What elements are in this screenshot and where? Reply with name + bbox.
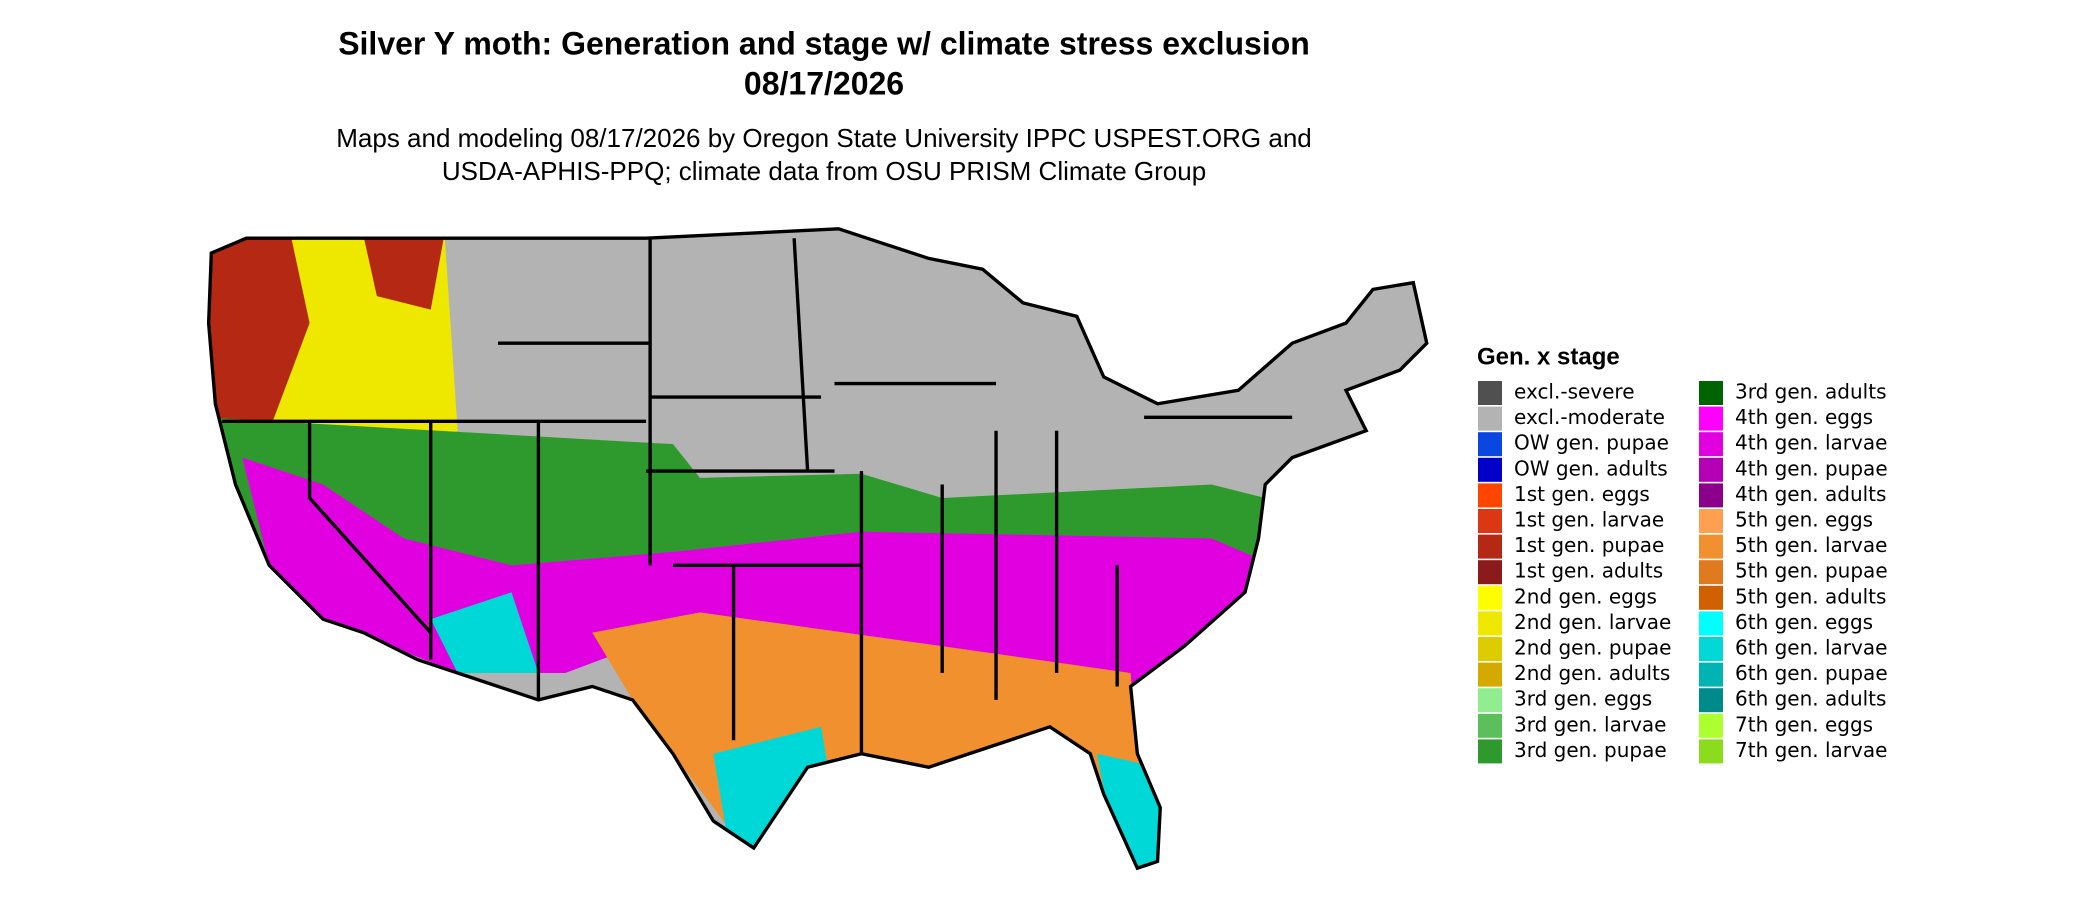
legend-swatch bbox=[1478, 509, 1502, 533]
legend-swatch bbox=[1478, 483, 1502, 508]
legend-swatch bbox=[1699, 637, 1723, 661]
legend-label: 5th gen. adults bbox=[1735, 584, 1886, 608]
legend-swatch bbox=[1699, 509, 1723, 533]
legend-swatch bbox=[1478, 457, 1502, 482]
legend-swatch bbox=[1699, 739, 1723, 764]
legend-label: 6th gen. larvae bbox=[1735, 636, 1887, 660]
legend-swatch bbox=[1699, 432, 1723, 457]
legend-label: 1st gen. pupae bbox=[1514, 533, 1664, 557]
legend-label: 2nd gen. adults bbox=[1514, 661, 1670, 685]
legend-swatch bbox=[1699, 457, 1723, 482]
subtitle: USDA-APHIS-PPQ; climate data from OSU PR… bbox=[442, 156, 1206, 186]
legend-label: 6th gen. eggs bbox=[1735, 610, 1873, 634]
legend-swatch bbox=[1478, 381, 1502, 405]
legend-swatch bbox=[1699, 534, 1723, 559]
title-date: 08/17/2026 bbox=[744, 65, 904, 101]
legend-swatch bbox=[1478, 611, 1502, 636]
legend-swatch bbox=[1699, 560, 1723, 585]
legend-label: 1st gen. larvae bbox=[1514, 508, 1664, 532]
legend-label: 3rd gen. adults bbox=[1735, 380, 1886, 404]
legend-swatch bbox=[1478, 585, 1502, 610]
legend-swatch bbox=[1478, 662, 1502, 687]
legend-label: 6th gen. pupae bbox=[1735, 661, 1888, 685]
legend-label: 4th gen. adults bbox=[1735, 482, 1886, 506]
legend-label: 1st gen. adults bbox=[1514, 559, 1663, 583]
legend-swatch bbox=[1478, 560, 1502, 585]
legend-label: excl.-moderate bbox=[1514, 405, 1665, 429]
legend-label: 3rd gen. eggs bbox=[1514, 687, 1652, 711]
legend-label: excl.-severe bbox=[1514, 380, 1635, 404]
legend-swatch bbox=[1478, 713, 1502, 738]
legend-swatch bbox=[1699, 713, 1723, 738]
subtitle: Maps and modeling 08/17/2026 by Oregon S… bbox=[336, 123, 1312, 153]
legend-label: 2nd gen. larvae bbox=[1514, 610, 1671, 634]
legend-swatch bbox=[1478, 637, 1502, 661]
legend-swatch bbox=[1478, 432, 1502, 457]
legend-swatch bbox=[1699, 381, 1723, 405]
legend-swatch bbox=[1699, 662, 1723, 687]
legend-swatch bbox=[1699, 585, 1723, 610]
legend-label: OW gen. pupae bbox=[1514, 431, 1669, 455]
legend-label: 5th gen. eggs bbox=[1735, 508, 1873, 532]
legend-swatch bbox=[1699, 688, 1723, 713]
legend-swatch bbox=[1478, 534, 1502, 559]
legend-label: 2nd gen. pupae bbox=[1514, 636, 1671, 660]
legend-swatch bbox=[1699, 483, 1723, 508]
legend-label: 4th gen. pupae bbox=[1735, 456, 1888, 480]
legend-label: 4th gen. larvae bbox=[1735, 431, 1887, 455]
legend-title: Gen. x stage bbox=[1477, 343, 1620, 370]
legend-label: 6th gen. adults bbox=[1735, 687, 1886, 711]
legend-label: 3rd gen. larvae bbox=[1514, 712, 1666, 736]
legend-label: 3rd gen. pupae bbox=[1514, 738, 1667, 762]
legend-swatch bbox=[1478, 688, 1502, 713]
legend-label: 5th gen. larvae bbox=[1735, 533, 1887, 557]
legend-swatch bbox=[1699, 406, 1723, 431]
legend-swatch bbox=[1478, 406, 1502, 431]
title: Silver Y moth: Generation and stage w/ c… bbox=[338, 25, 1310, 61]
legend-swatch bbox=[1699, 611, 1723, 636]
legend-label: 1st gen. eggs bbox=[1514, 482, 1650, 506]
legend-label: 5th gen. pupae bbox=[1735, 559, 1888, 583]
legend-label: OW gen. adults bbox=[1514, 456, 1668, 480]
map bbox=[206, 227, 1429, 871]
legend-label: 2nd gen. eggs bbox=[1514, 584, 1657, 608]
legend-swatch bbox=[1478, 739, 1502, 764]
legend-label: 7th gen. larvae bbox=[1735, 738, 1887, 762]
legend-label: 7th gen. eggs bbox=[1735, 712, 1873, 736]
legend-label: 4th gen. eggs bbox=[1735, 405, 1873, 429]
